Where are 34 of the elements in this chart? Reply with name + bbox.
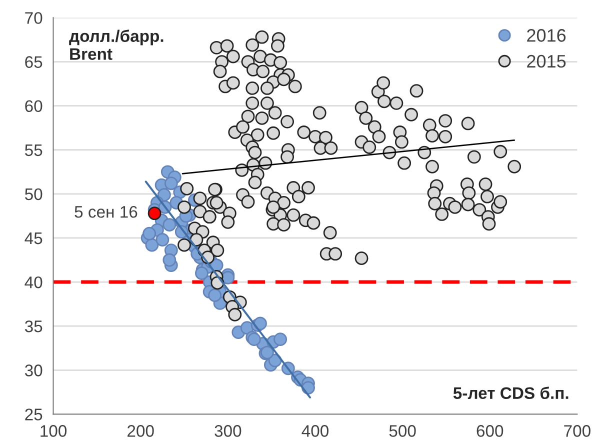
x-tick-label: 300 bbox=[214, 425, 242, 437]
y-tick-label: 70 bbox=[25, 12, 42, 24]
y-tick-label: 65 bbox=[25, 56, 42, 68]
annotation: 5 сен 16 bbox=[74, 206, 138, 218]
y-tick-label: 30 bbox=[24, 364, 42, 376]
point bbox=[148, 206, 162, 220]
point bbox=[145, 238, 159, 252]
x-tick-label: 500 bbox=[389, 425, 416, 437]
point bbox=[142, 226, 156, 240]
y-tick-label: 55 bbox=[24, 144, 42, 156]
x-tick-label: 100 bbox=[40, 425, 67, 437]
y-tick-label: 40 bbox=[24, 276, 42, 288]
point bbox=[254, 316, 267, 330]
point bbox=[221, 270, 235, 284]
x-tick-label: 200 bbox=[128, 425, 154, 437]
point bbox=[162, 218, 176, 232]
y-tick-label: 50 bbox=[24, 188, 42, 200]
annotation: 5-лет CDS б.п. bbox=[453, 386, 568, 400]
point bbox=[164, 176, 178, 190]
y-tick-label: 60 bbox=[25, 100, 42, 112]
point bbox=[162, 253, 176, 267]
annotation: долл./барр. Brent bbox=[69, 30, 164, 60]
point bbox=[195, 266, 208, 280]
x-tick-label: 700 bbox=[564, 425, 590, 437]
point bbox=[208, 288, 222, 302]
point bbox=[156, 233, 170, 246]
point bbox=[274, 332, 288, 346]
legend-label: 2016 bbox=[527, 29, 566, 42]
y-tick-label: 35 bbox=[24, 320, 42, 332]
x-tick-label: 400 bbox=[302, 425, 328, 437]
y-tick-label: 25 bbox=[25, 408, 42, 420]
x-tick-label: 600 bbox=[476, 425, 504, 437]
y-tick-label: 45 bbox=[24, 232, 42, 244]
legend-label: 2015 bbox=[527, 54, 566, 68]
